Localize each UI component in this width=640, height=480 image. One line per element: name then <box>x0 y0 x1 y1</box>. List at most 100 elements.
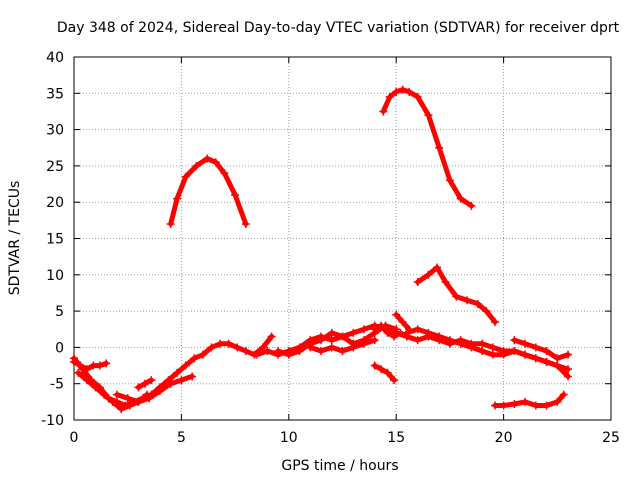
data-point <box>134 383 143 392</box>
series-arc-1 <box>166 154 250 228</box>
data-point <box>482 307 491 316</box>
data-point <box>478 347 487 356</box>
y-tick-label: 15 <box>46 232 64 248</box>
data-point <box>263 347 272 356</box>
data-point <box>553 361 562 370</box>
y-tick-label: 25 <box>46 159 64 175</box>
data-point <box>100 390 109 399</box>
data-point <box>398 317 407 326</box>
data-point <box>379 107 388 116</box>
data-point <box>473 299 482 308</box>
data-point <box>478 339 487 348</box>
data-point <box>510 336 519 345</box>
data-point <box>231 190 240 199</box>
series-arc-7 <box>112 372 197 406</box>
data-point <box>108 397 117 406</box>
series-line <box>492 392 567 408</box>
x-tick-label: 25 <box>602 430 620 446</box>
data-point <box>82 376 91 385</box>
x-axis-label: GPS time / hours <box>281 458 398 474</box>
data-point <box>413 92 422 101</box>
data-point <box>173 194 182 203</box>
data-point <box>155 386 164 395</box>
series-arc-5 <box>70 357 111 374</box>
data-point <box>392 310 401 319</box>
y-tick-label: 0 <box>55 340 64 356</box>
data-point <box>402 328 411 337</box>
data-point <box>521 339 530 348</box>
data-point <box>216 339 225 348</box>
data-point <box>349 328 358 337</box>
data-point <box>424 270 433 279</box>
y-tick-label: 30 <box>46 123 64 139</box>
series-arc-17 <box>491 390 568 410</box>
series-line <box>372 363 397 383</box>
data-point <box>317 336 326 345</box>
data-point <box>359 325 368 334</box>
y-tick-label: -10 <box>41 413 64 429</box>
x-tick-label: 15 <box>387 430 405 446</box>
data-point <box>327 328 336 337</box>
data-point <box>435 332 444 341</box>
data-point <box>112 390 121 399</box>
series-arc-4 <box>70 332 276 410</box>
data-point <box>383 328 392 337</box>
data-point <box>145 394 154 403</box>
data-point <box>140 379 149 388</box>
data-point <box>147 376 156 385</box>
y-tick-label: -5 <box>50 377 64 393</box>
data-point <box>542 347 551 356</box>
data-point <box>433 263 442 272</box>
series-arc-3 <box>413 263 500 326</box>
data-point <box>531 401 540 410</box>
data-point <box>467 343 476 352</box>
data-point <box>177 376 186 385</box>
data-point <box>198 350 207 359</box>
data-point <box>377 321 386 330</box>
data-point <box>91 383 100 392</box>
data-point <box>392 325 401 334</box>
data-point <box>413 336 422 345</box>
data-point <box>452 292 461 301</box>
series-arc-15 <box>510 336 573 363</box>
data-point <box>188 372 197 381</box>
y-tick-label: 5 <box>55 304 64 320</box>
chart-title: Day 348 of 2024, Sidereal Day-to-day VTE… <box>57 20 620 36</box>
data-point <box>211 158 220 167</box>
data-point <box>70 357 78 366</box>
data-point <box>467 201 476 210</box>
data-point <box>445 176 454 185</box>
data-point <box>370 325 379 334</box>
data-point <box>435 143 444 152</box>
data-point <box>95 361 104 370</box>
plot-area <box>70 85 573 414</box>
data-point <box>123 394 132 403</box>
data-point <box>117 405 126 414</box>
data-point <box>190 354 199 363</box>
data-point <box>559 390 568 399</box>
data-point <box>349 343 358 352</box>
data-point <box>370 336 379 345</box>
data-point <box>542 401 551 410</box>
data-point <box>488 350 497 359</box>
data-point <box>405 87 414 96</box>
data-point <box>564 372 573 381</box>
data-point <box>390 332 399 341</box>
data-point <box>82 365 91 374</box>
data-point <box>306 343 315 352</box>
data-point <box>241 219 250 228</box>
data-point <box>76 361 85 370</box>
x-tick-label: 20 <box>495 430 513 446</box>
y-tick-label: 20 <box>46 195 64 211</box>
data-point <box>531 354 540 363</box>
data-point <box>510 400 519 409</box>
data-point <box>192 161 201 170</box>
data-point <box>456 339 465 348</box>
data-point <box>542 357 551 366</box>
data-point <box>456 194 465 203</box>
data-point <box>531 343 540 352</box>
series-arc-8 <box>134 376 156 392</box>
data-point <box>424 111 433 120</box>
data-point <box>233 343 242 352</box>
